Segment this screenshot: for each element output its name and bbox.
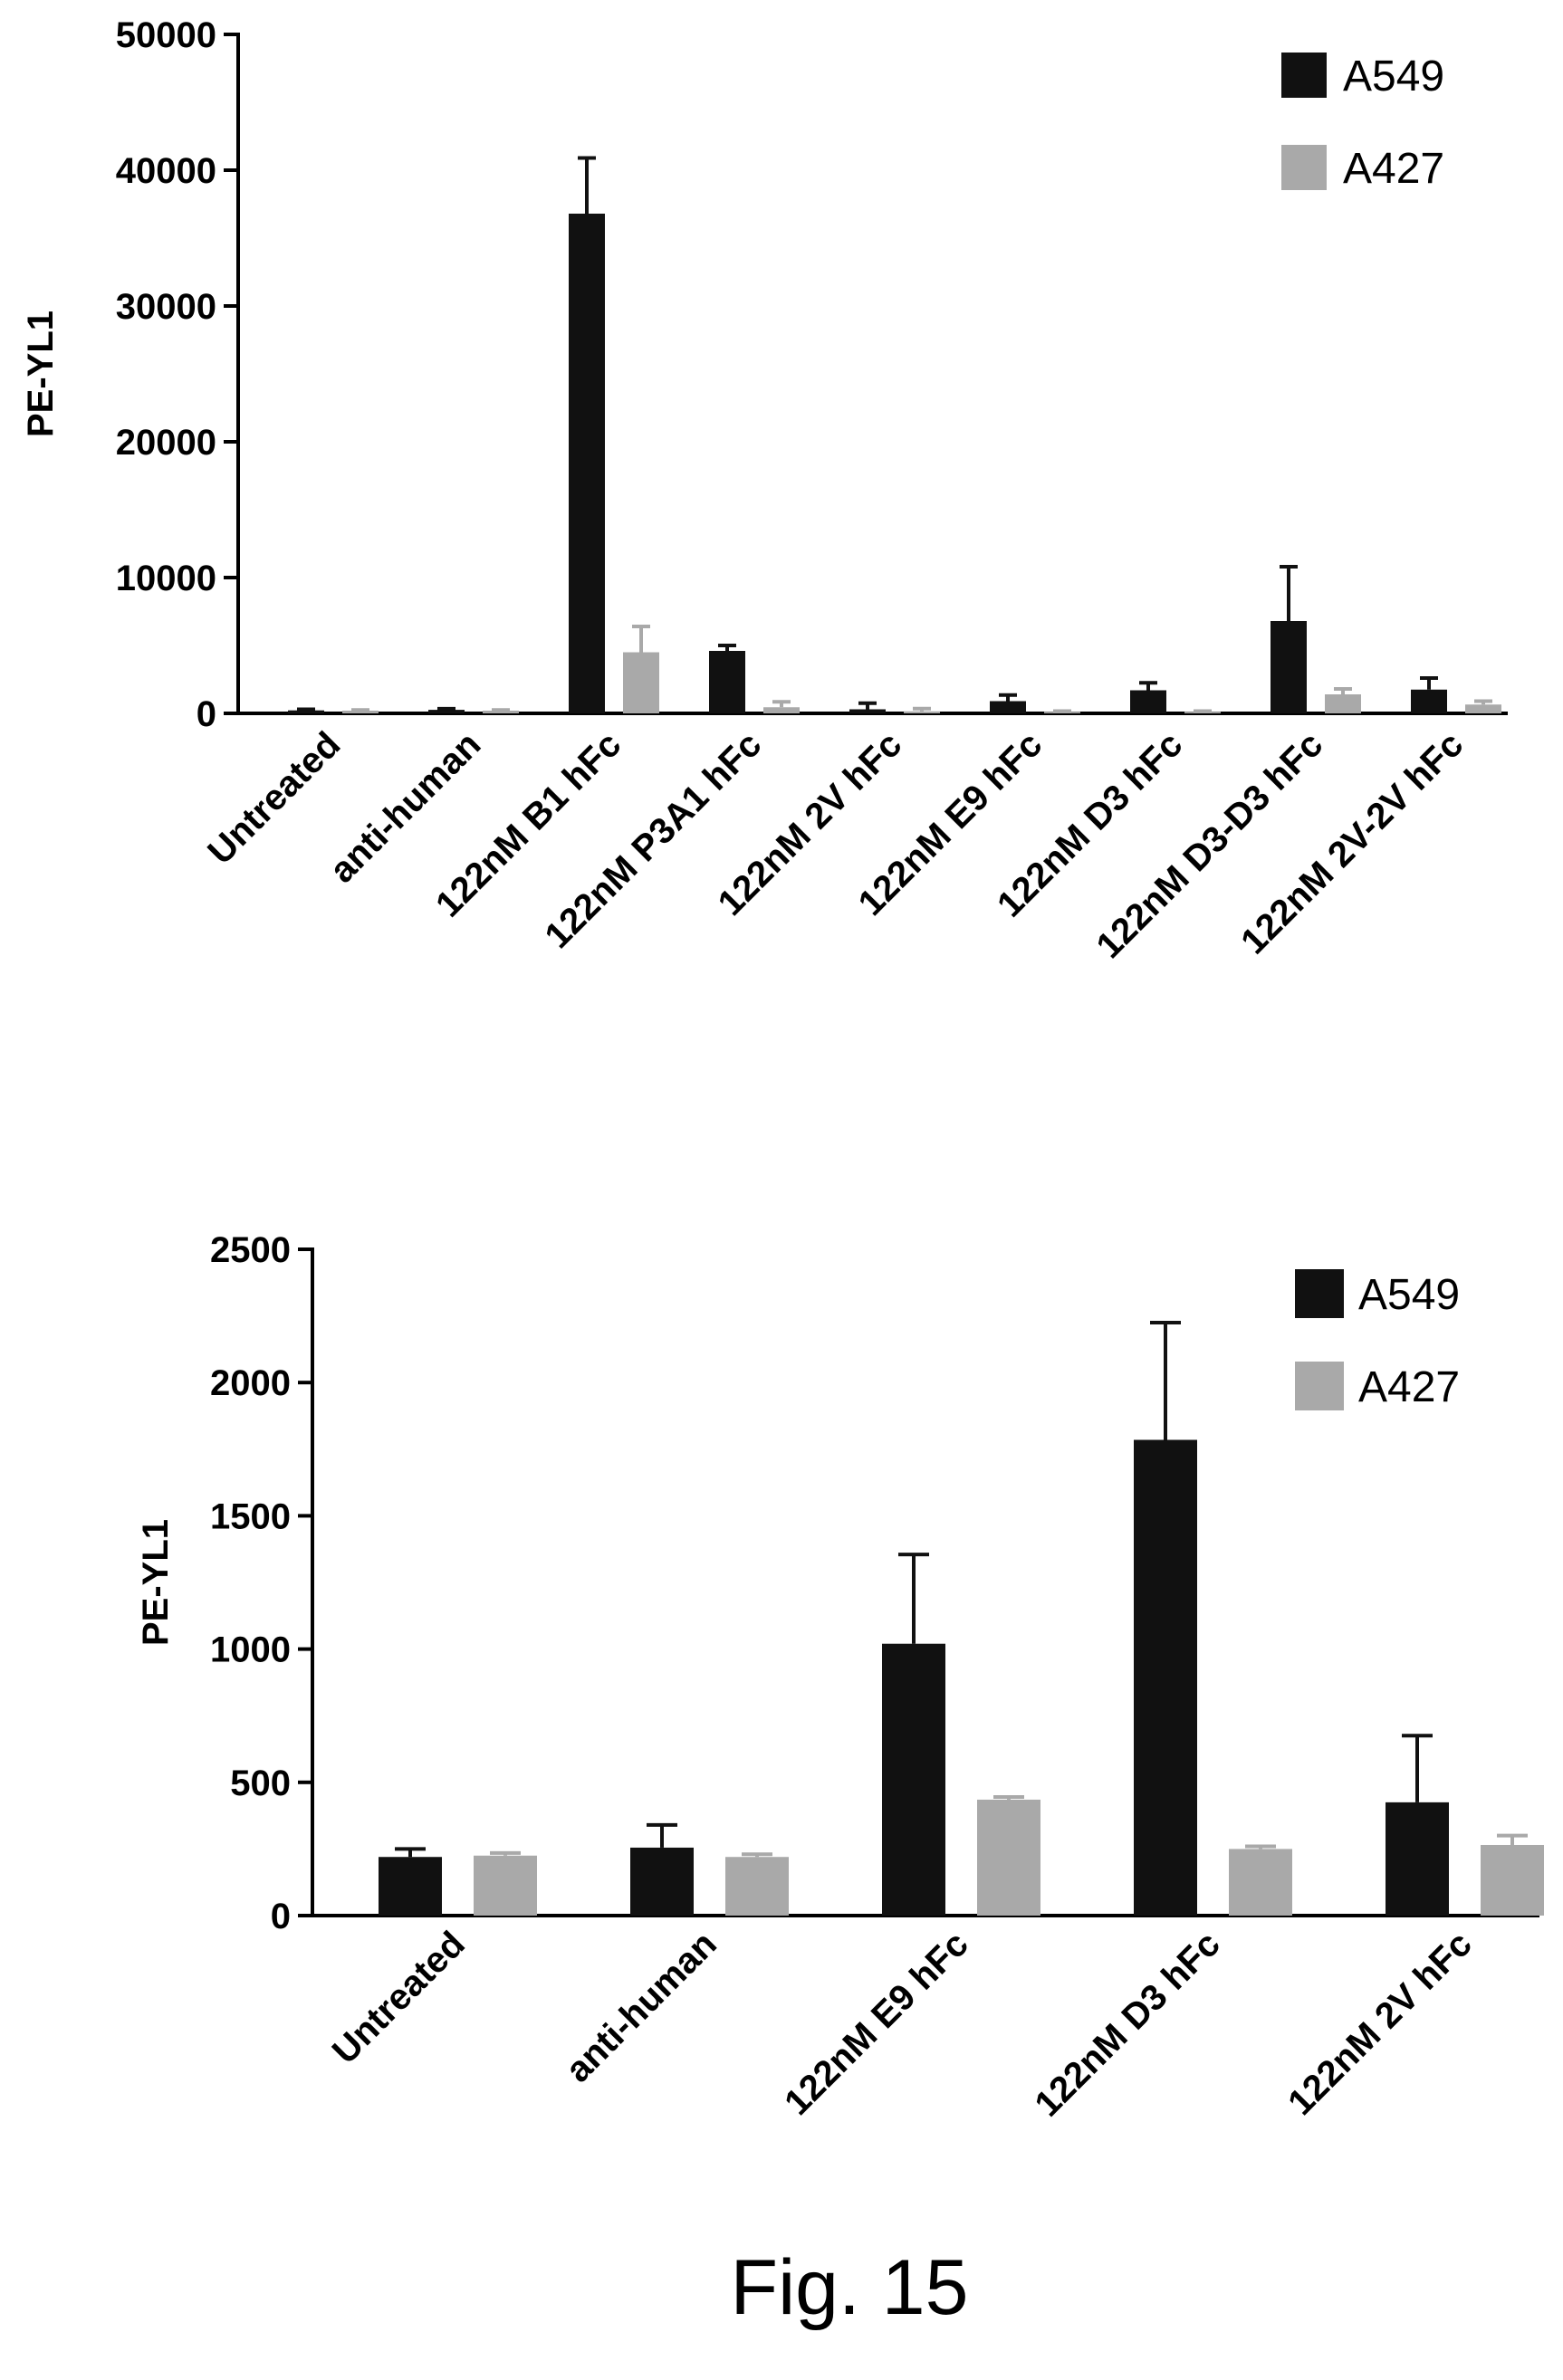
bar-a427 <box>342 711 379 713</box>
bar-a549 <box>1271 621 1307 713</box>
y-tick-label: 2500 <box>210 1230 291 1270</box>
bar-a549 <box>1386 1802 1449 1916</box>
bar-a427 <box>1481 1844 1544 1916</box>
x-category-label: anti-human <box>558 1924 724 2090</box>
bar-a549 <box>428 710 465 713</box>
figure-caption: Fig. 15 <box>731 2244 969 2331</box>
legend-label-a427: A427 <box>1358 1363 1460 1411</box>
y-tick-label: 500 <box>230 1763 291 1803</box>
bar-a427 <box>623 652 659 713</box>
legend-swatch-a549 <box>1281 53 1327 98</box>
bar-a549 <box>990 701 1026 713</box>
bar-a427 <box>1325 694 1361 713</box>
legend-swatch-a427 <box>1281 145 1327 190</box>
legend-swatch-a549 <box>1295 1269 1344 1318</box>
bar-a427 <box>483 711 519 713</box>
bar-a549 <box>288 710 324 713</box>
y-axis-title: PE-YL1 <box>21 311 61 437</box>
bar-a427 <box>1229 1849 1292 1916</box>
bar-a549 <box>1134 1439 1197 1916</box>
y-tick-label: 30000 <box>116 287 216 327</box>
bar-a427 <box>474 1855 537 1916</box>
y-tick-label: 20000 <box>116 423 216 463</box>
x-category-label: Untreated <box>325 1924 473 2071</box>
x-category-label: 122nM D3 hFc <box>1028 1924 1228 2124</box>
y-tick-label: 1500 <box>210 1496 291 1536</box>
bar-a427 <box>1465 704 1501 713</box>
bar-a549 <box>1411 689 1447 713</box>
bar-a549 <box>569 214 605 713</box>
x-category-label: 122nM E9 hFc <box>777 1924 976 2123</box>
legend-label-a427: A427 <box>1343 145 1444 193</box>
y-axis-title: PE-YL1 <box>136 1519 176 1646</box>
legend-swatch-a427 <box>1295 1362 1344 1410</box>
y-tick-label: 2000 <box>210 1363 291 1403</box>
bar-a427 <box>904 711 940 713</box>
y-tick-label: 0 <box>197 694 216 734</box>
bar-a549 <box>1130 690 1166 713</box>
bar-a427 <box>725 1857 789 1916</box>
bar-a549 <box>882 1643 945 1916</box>
chart-bottom: 0 500 1000 1500 2000 2500 PE-YL1 Untreated anti-… <box>136 1230 1544 2125</box>
y-tick-label: 0 <box>271 1897 291 1936</box>
bar-a427 <box>763 707 800 713</box>
y-tick-label: 40000 <box>116 151 216 191</box>
legend-label-a549: A549 <box>1343 53 1444 100</box>
bar-a549 <box>379 1857 442 1916</box>
bar-a549 <box>630 1847 694 1916</box>
legend-label-a549: A549 <box>1358 1271 1460 1319</box>
bar-a549 <box>849 709 886 713</box>
x-category-label: 122nM 2V hFc <box>1280 1924 1480 2123</box>
chart-top: 0 10000 20000 30000 40000 50000 PE-YL1 Untreate… <box>21 15 1508 966</box>
bar-a427 <box>977 1799 1040 1916</box>
y-tick-label: 1000 <box>210 1630 291 1670</box>
x-category-label: Untreated <box>200 724 348 872</box>
y-tick-label: 50000 <box>116 15 216 55</box>
bar-a549 <box>709 651 745 713</box>
y-tick-label: 10000 <box>116 559 216 598</box>
